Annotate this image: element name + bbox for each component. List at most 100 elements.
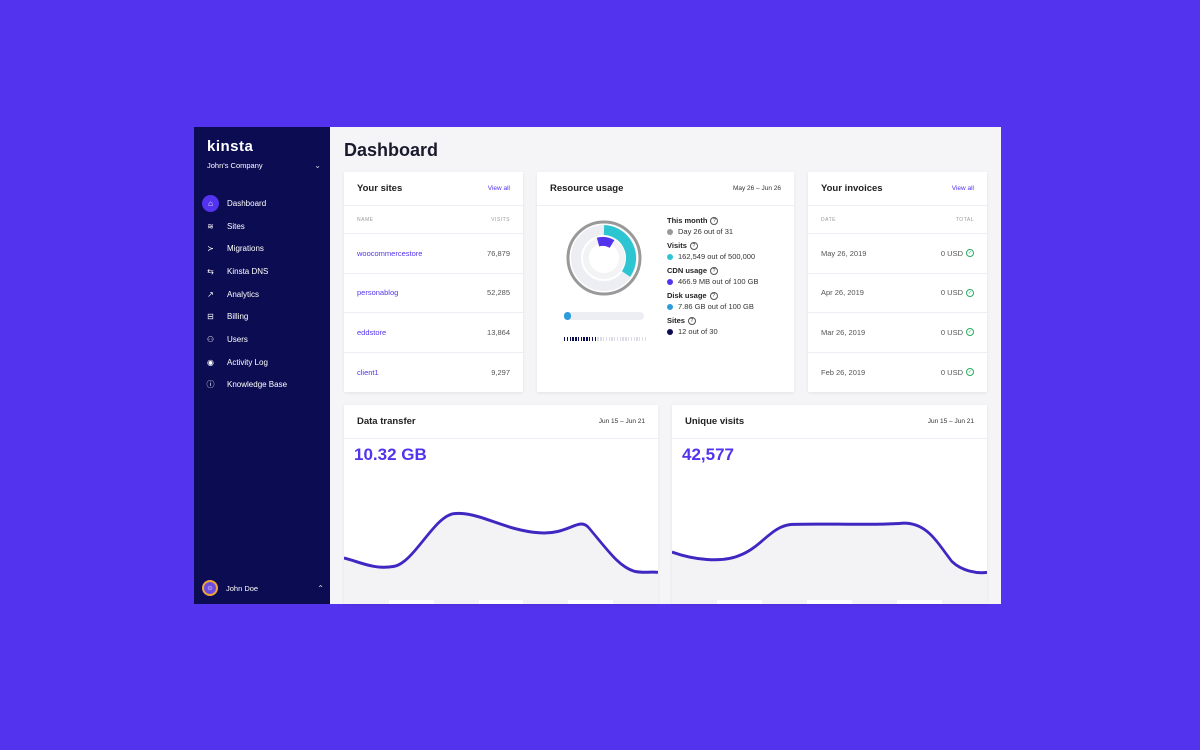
sites-bar-segment <box>591 337 594 341</box>
sites-bar-segment <box>605 337 608 341</box>
sidebar-item-activity-log[interactable]: ◉ Activity Log <box>202 351 326 374</box>
company-name: John's Company <box>207 161 263 170</box>
legend-dot <box>667 278 673 285</box>
sidebar-item-label: Users <box>227 334 248 344</box>
check-circle-icon: ✓ <box>966 249 974 258</box>
user-menu[interactable]: ☺ John Doe ⌃ <box>202 580 324 596</box>
usage-stat: Sites? 12 out of 30 <box>667 316 758 336</box>
stat-value-text: Day 26 out of 31 <box>678 227 734 236</box>
invoice-date: Mar 26, 2019 <box>821 327 866 337</box>
sidebar-item-label: Dashboard <box>227 198 267 208</box>
stat-label-text: Visits <box>667 241 687 250</box>
avatar: ☺ <box>202 580 218 596</box>
check-circle-icon: ✓ <box>966 328 974 337</box>
stat-label-text: CDN usage <box>667 266 708 275</box>
disk-usage-fill <box>564 312 571 320</box>
site-link[interactable]: woocommercestore <box>357 248 423 258</box>
sites-bar-segment <box>614 337 616 341</box>
sites-list: woocommercestore 76,879 personablog 52,285 e… <box>344 234 523 392</box>
table-row: woocommercestore 76,879 <box>344 234 523 274</box>
sidebar-item-sites[interactable]: ≋ Sites <box>202 215 326 238</box>
stat-label: This month? <box>667 216 758 225</box>
sidebar-item-migrations[interactable]: ≻ Migrations <box>202 237 326 260</box>
sidebar-item-users[interactable]: ⚇ Users <box>202 328 326 351</box>
help-icon[interactable]: ? <box>710 266 719 275</box>
table-row[interactable]: Mar 26, 2019 0 USD ✓ <box>808 313 987 353</box>
usage-stat: Visits? 162,549 out of 500,000 <box>667 241 758 261</box>
sites-bar-segment <box>569 337 571 341</box>
sites-card: Your sites View all NAME VISITS woocomme… <box>344 172 523 392</box>
table-row: eddstore 13,864 <box>344 313 523 353</box>
site-link[interactable]: client1 <box>357 367 379 377</box>
help-icon[interactable]: ? <box>710 216 719 225</box>
sites-bar-segment <box>577 337 580 341</box>
sidebar-item-label: Analytics <box>227 289 260 299</box>
data-transfer-total: 10.32 GB <box>354 445 427 464</box>
sidebar-item-knowledge-base[interactable]: ⓘ Knowledge Base <box>202 374 326 397</box>
sidebar-item-analytics[interactable]: ↗ Analytics <box>202 283 326 306</box>
column-header-visits: VISITS <box>491 216 510 223</box>
eye-icon: ◉ <box>207 357 214 367</box>
sidebar-item-label: Migrations <box>227 244 264 254</box>
table-row[interactable]: Apr 26, 2019 0 USD ✓ <box>808 274 987 313</box>
invoice-date: May 26, 2019 <box>821 248 867 258</box>
stat-value: 162,549 out of 500,000 <box>667 252 758 261</box>
chevron-down-icon: ⌄ <box>314 161 321 170</box>
sites-bar-segment <box>608 337 610 341</box>
site-link[interactable]: eddstore <box>357 327 387 337</box>
site-link[interactable]: personablog <box>357 288 399 298</box>
table-row[interactable]: May 26, 2019 0 USD ✓ <box>808 234 987 274</box>
sites-bar-segment <box>564 337 566 341</box>
view-all-sites-link[interactable]: View all <box>487 185 510 192</box>
sidebar-item-kinsta-dns[interactable]: ⇆ Kinsta DNS <box>202 260 326 283</box>
sites-bar-segment <box>594 337 596 341</box>
legend-dot <box>667 253 673 260</box>
sidebar-item-billing[interactable]: ⊟ Billing <box>202 305 326 328</box>
date-range: Jun 15 – Jun 21 <box>598 418 645 425</box>
data-transfer-card: Data transfer Jun 15 – Jun 21 10.32 GB F… <box>344 405 659 604</box>
stat-value: 466.9 MB out of 100 GB <box>667 277 758 286</box>
brand-logo[interactable]: kinsta <box>207 138 254 155</box>
stat-value: Day 26 out of 31 <box>667 227 758 236</box>
unique-visits-card: Unique visits Jun 15 – Jun 21 42,577 Fri… <box>672 405 987 604</box>
stat-value: 12 out of 30 <box>667 327 758 336</box>
add-user-icon: ⚇ <box>206 334 215 344</box>
stat-label: Visits? <box>667 241 758 250</box>
invoice-amount: 0 USD <box>940 367 963 377</box>
help-icon[interactable]: ? <box>687 316 696 325</box>
sites-bar-segment <box>580 337 583 341</box>
main-content: Dashboard Your sites View all NAME VISIT… <box>330 127 1001 604</box>
help-icon[interactable]: ? <box>689 241 698 250</box>
sites-bar-segment <box>572 337 574 341</box>
user-name: John Doe <box>226 583 259 593</box>
unique-visits-total: 42,577 <box>682 445 734 464</box>
company-switcher[interactable]: John's Company ⌄ <box>207 161 321 170</box>
card-title: Unique visits <box>685 416 745 427</box>
sidebar-item-dashboard[interactable]: ⌂ Dashboard <box>202 192 326 215</box>
table-row[interactable]: Feb 26, 2019 0 USD ✓ <box>808 353 987 393</box>
invoice-amount: 0 USD <box>940 327 963 337</box>
stat-value-text: 466.9 MB out of 100 GB <box>678 277 759 286</box>
column-header-name: NAME <box>357 216 374 223</box>
sites-bar-segment <box>600 337 602 341</box>
table-row: client1 9,297 <box>344 353 523 393</box>
view-all-invoices-link[interactable]: View all <box>951 185 974 192</box>
stat-label: Disk usage? <box>667 291 758 300</box>
invoice-amount: 0 USD <box>940 288 963 298</box>
help-icon[interactable]: ? <box>709 291 718 300</box>
sites-bar-segment <box>575 337 577 341</box>
sites-usage-bar <box>564 337 647 341</box>
sidebar-nav: ⌂ Dashboard ≋ Sites ≻ Migrations ⇆ Kinsta DNS ↗ A… <box>202 192 326 396</box>
sidebar-item-label: Sites <box>227 221 245 231</box>
resource-card: Resource usage May 26 – Jun 26 This mont… <box>537 172 794 392</box>
dns-icon: ⇆ <box>207 266 214 276</box>
sites-bar-segment <box>630 337 633 341</box>
table-header: DATE TOTAL <box>808 206 987 234</box>
layers-icon: ≋ <box>207 221 214 231</box>
invoice-total: 0 USD ✓ <box>941 249 974 258</box>
invoices-list: May 26, 2019 0 USD ✓ Apr 26, 2019 0 USD ✓ Mar … <box>808 234 987 392</box>
sites-bar-segment <box>589 337 591 341</box>
sidebar: kinsta John's Company ⌄ ⌂ Dashboard ≋ Sites… <box>194 127 330 604</box>
sites-bar-segment <box>633 337 635 341</box>
billing-icon: ⊟ <box>207 312 214 322</box>
